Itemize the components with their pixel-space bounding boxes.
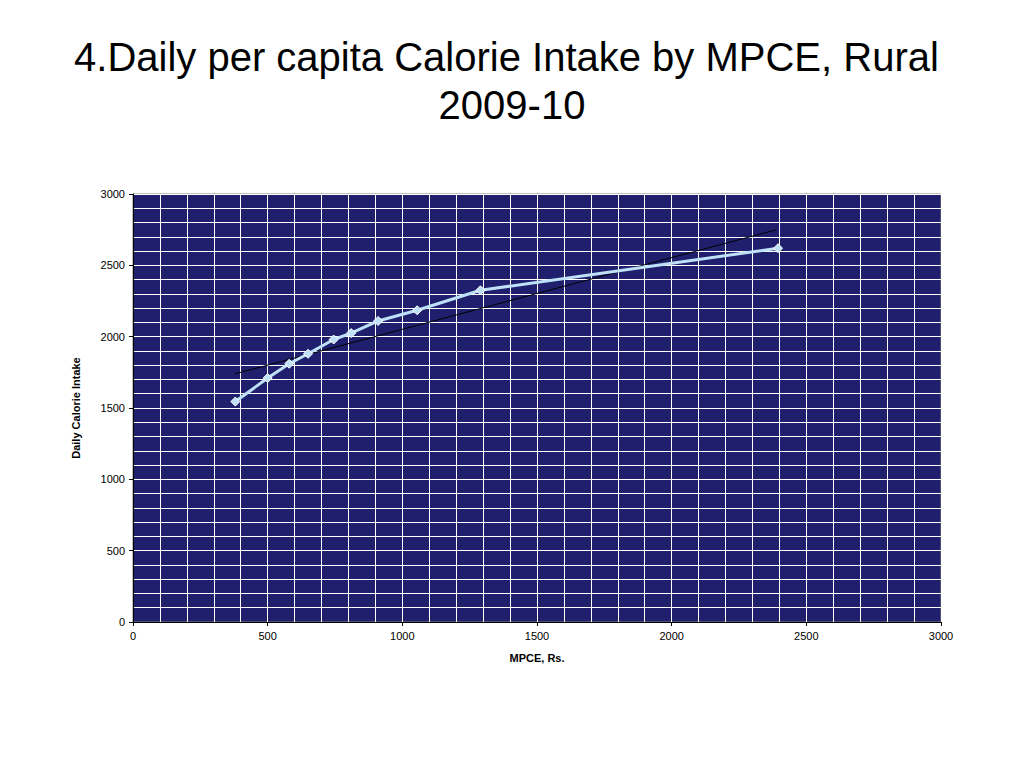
svg-text:1500: 1500 <box>101 402 125 414</box>
svg-text:Daily Calorie Intake: Daily Calorie Intake <box>70 357 82 459</box>
svg-text:1000: 1000 <box>101 473 125 485</box>
svg-text:3000: 3000 <box>929 630 953 642</box>
svg-text:4.Daily per capita Calorie Int: 4.Daily per capita Calorie Intake by MPC… <box>74 35 950 79</box>
svg-text:2000: 2000 <box>101 331 125 343</box>
svg-text:0: 0 <box>130 630 136 642</box>
svg-text:3000: 3000 <box>101 188 125 200</box>
svg-text:500: 500 <box>258 630 276 642</box>
svg-text:2000: 2000 <box>659 630 683 642</box>
svg-text:500: 500 <box>107 545 125 557</box>
svg-text:MPCE, Rs.: MPCE, Rs. <box>509 652 564 664</box>
svg-text:1000: 1000 <box>390 630 414 642</box>
svg-text:2500: 2500 <box>101 259 125 271</box>
svg-text:2500: 2500 <box>794 630 818 642</box>
svg-text:1500: 1500 <box>525 630 549 642</box>
svg-text:2009-10: 2009-10 <box>439 83 586 127</box>
svg-text:0: 0 <box>119 616 125 628</box>
